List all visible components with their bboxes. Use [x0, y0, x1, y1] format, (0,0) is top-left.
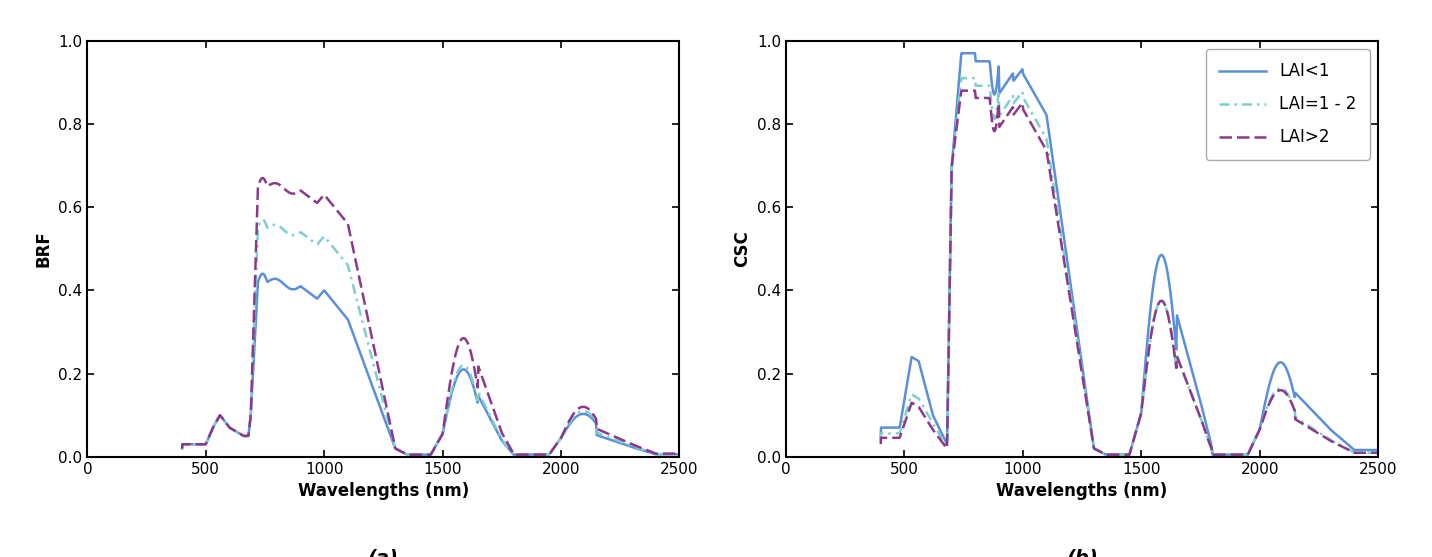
LAI>2: [998, 113, 1015, 120]
LAI=1 - 2: [922, 416, 939, 423]
LAI>2: [922, 423, 939, 429]
LAI<1: [952, 50, 969, 57]
Line: LAI=1 - 2: LAI=1 - 2: [881, 78, 1378, 455]
Line: LAI>2: LAI>2: [881, 91, 1378, 455]
LAI<1: [1005, 77, 1022, 84]
Legend: LAI<1, LAI=1 - 2, LAI>2: LAI<1, LAI=1 - 2, LAI>2: [1206, 49, 1369, 160]
LAI<1: [1041, 131, 1058, 138]
LAI=1 - 2: [872, 438, 889, 444]
LAI=1 - 2: [1369, 451, 1386, 457]
LAI>2: [1097, 451, 1114, 458]
LAI=1 - 2: [1041, 154, 1058, 160]
LAI<1: [1223, 451, 1240, 458]
LAI>2: [1041, 165, 1058, 172]
X-axis label: Wavelengths (nm): Wavelengths (nm): [997, 482, 1167, 500]
LAI=1 - 2: [1097, 451, 1114, 458]
LAI=1 - 2: [998, 102, 1015, 109]
LAI<1: [1097, 451, 1114, 458]
LAI>2: [1223, 451, 1240, 458]
LAI<1: [1369, 449, 1386, 456]
LAI<1: [922, 403, 939, 409]
LAI<1: [998, 80, 1015, 86]
LAI=1 - 2: [952, 75, 969, 81]
LAI<1: [1140, 319, 1157, 326]
LAI=1 - 2: [1223, 451, 1240, 458]
LAI>2: [952, 87, 969, 94]
LAI>2: [872, 441, 889, 447]
LAI=1 - 2: [1005, 99, 1022, 106]
Text: (b): (b): [1067, 548, 1098, 557]
X-axis label: Wavelengths (nm): Wavelengths (nm): [298, 482, 470, 500]
LAI>2: [1369, 451, 1386, 457]
Text: (a): (a): [368, 548, 400, 557]
LAI>2: [1005, 110, 1022, 117]
LAI<1: [872, 434, 889, 441]
Line: LAI<1: LAI<1: [881, 53, 1378, 455]
Y-axis label: BRF: BRF: [34, 231, 53, 267]
Y-axis label: CSC: CSC: [733, 231, 752, 267]
LAI=1 - 2: [1140, 345, 1157, 352]
LAI>2: [1140, 345, 1157, 352]
